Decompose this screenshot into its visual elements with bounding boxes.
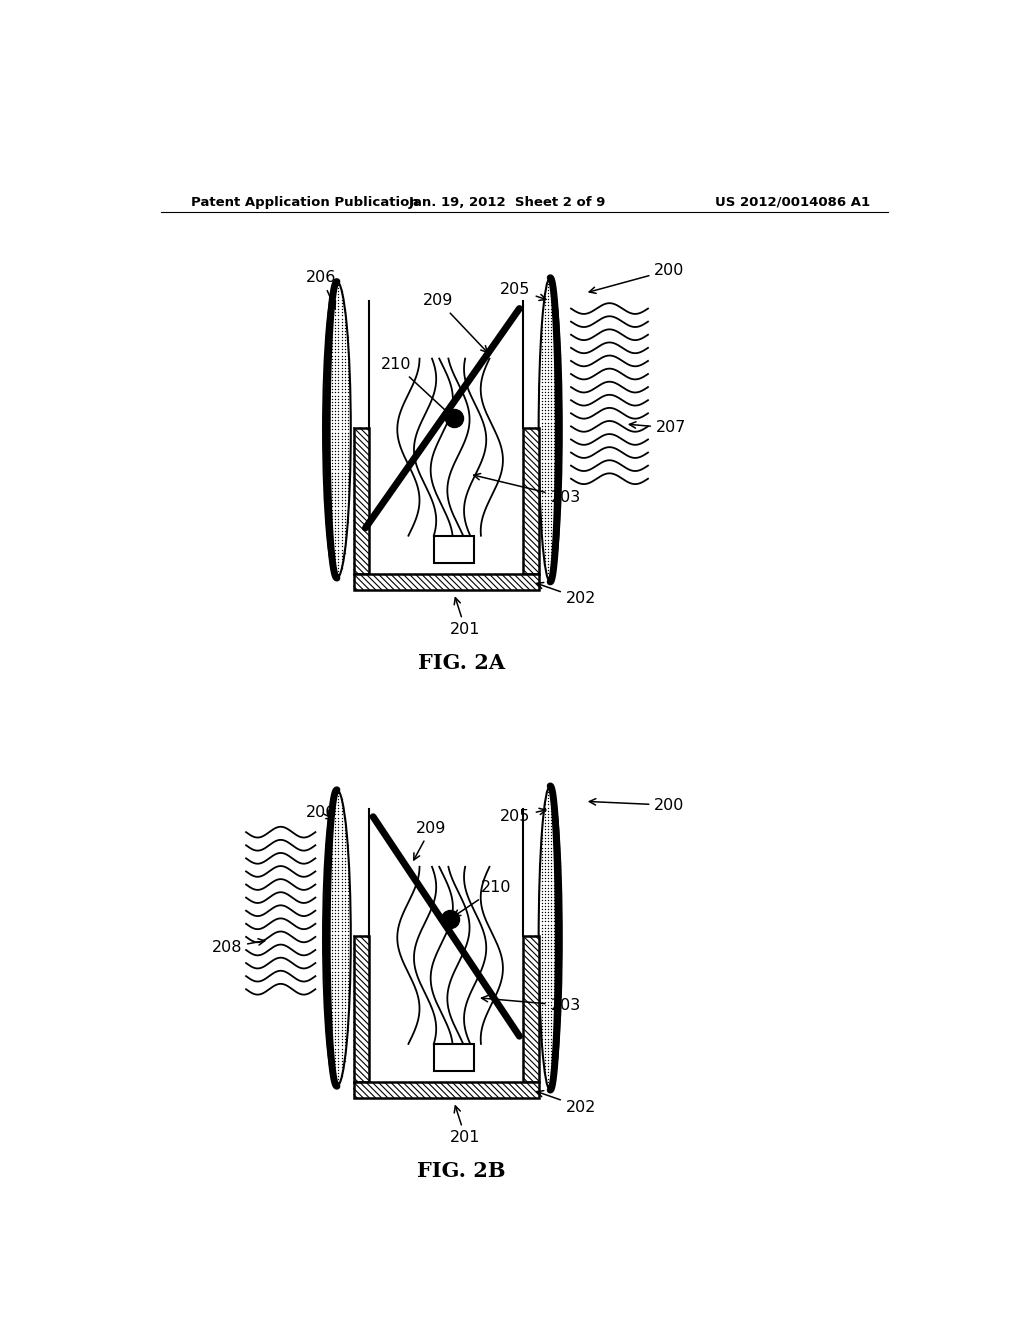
Polygon shape: [523, 428, 539, 574]
Text: 203: 203: [474, 474, 581, 504]
Text: 201: 201: [451, 1106, 480, 1146]
Text: 200: 200: [590, 797, 685, 813]
Text: US 2012/0014086 A1: US 2012/0014086 A1: [715, 195, 869, 209]
Text: 209: 209: [414, 821, 446, 859]
Polygon shape: [523, 936, 539, 1082]
Text: 201: 201: [451, 598, 480, 638]
Polygon shape: [354, 428, 370, 574]
Ellipse shape: [539, 277, 562, 582]
Text: 206: 206: [306, 271, 337, 309]
Ellipse shape: [323, 789, 351, 1086]
Text: 208: 208: [212, 939, 265, 956]
Text: 200: 200: [589, 263, 685, 293]
Polygon shape: [354, 574, 539, 590]
Text: FIG. 2A: FIG. 2A: [418, 653, 505, 673]
Text: 209: 209: [423, 293, 487, 352]
Text: Jan. 19, 2012  Sheet 2 of 9: Jan. 19, 2012 Sheet 2 of 9: [410, 195, 606, 209]
Text: 207: 207: [630, 420, 686, 436]
Polygon shape: [354, 936, 370, 1082]
Ellipse shape: [539, 785, 562, 1090]
Text: 206: 206: [306, 805, 337, 821]
Text: Patent Application Publication: Patent Application Publication: [190, 195, 419, 209]
Text: 203: 203: [481, 995, 581, 1012]
Polygon shape: [434, 536, 474, 562]
Polygon shape: [434, 1044, 474, 1071]
Text: 205: 205: [501, 281, 546, 301]
Text: 202: 202: [537, 582, 596, 606]
Text: 202: 202: [537, 1090, 596, 1114]
Polygon shape: [370, 809, 523, 1082]
Text: 205: 205: [501, 808, 546, 824]
Text: FIG. 2B: FIG. 2B: [418, 1162, 506, 1181]
Polygon shape: [370, 301, 523, 574]
Text: 210: 210: [454, 880, 512, 916]
Polygon shape: [354, 1082, 539, 1098]
Ellipse shape: [323, 281, 351, 578]
Text: 210: 210: [381, 358, 451, 416]
